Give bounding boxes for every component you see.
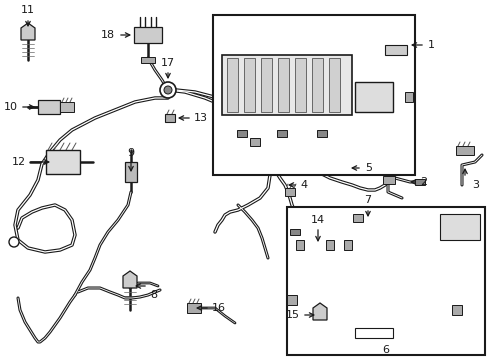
Circle shape <box>160 82 176 98</box>
Text: 4: 4 <box>300 180 307 190</box>
Bar <box>353 214 363 222</box>
Bar <box>385 45 407 55</box>
Polygon shape <box>123 271 137 288</box>
Text: 11: 11 <box>21 5 35 15</box>
Text: 1: 1 <box>428 40 435 50</box>
Bar <box>326 240 334 250</box>
Text: 17: 17 <box>161 58 175 68</box>
Text: 13: 13 <box>194 113 208 123</box>
Bar <box>277 130 287 137</box>
Bar <box>355 82 393 112</box>
Text: 18: 18 <box>101 30 115 40</box>
Text: 3: 3 <box>472 180 479 190</box>
Bar <box>261 58 272 112</box>
Text: 7: 7 <box>365 195 371 205</box>
Bar <box>250 138 260 146</box>
Bar <box>456 146 474 155</box>
Text: 9: 9 <box>127 148 135 158</box>
Bar <box>452 305 462 315</box>
Text: 5: 5 <box>365 163 372 173</box>
Text: 8: 8 <box>150 290 157 300</box>
Bar <box>222 55 352 115</box>
Text: 15: 15 <box>286 310 300 320</box>
Bar <box>244 58 255 112</box>
Bar <box>295 58 306 112</box>
Bar <box>165 114 175 122</box>
Bar <box>312 58 323 112</box>
Text: 6: 6 <box>383 345 390 355</box>
Bar <box>290 229 300 235</box>
Bar <box>285 188 295 196</box>
Bar <box>355 328 393 338</box>
Bar <box>237 130 247 137</box>
Bar <box>329 58 340 112</box>
Polygon shape <box>21 23 35 40</box>
Text: 12: 12 <box>12 157 26 167</box>
Bar <box>134 27 162 43</box>
Bar <box>227 58 238 112</box>
Bar <box>317 130 327 137</box>
Bar <box>383 176 395 184</box>
Circle shape <box>9 237 19 247</box>
Bar <box>287 295 297 305</box>
Bar <box>344 240 352 250</box>
Bar <box>46 150 80 174</box>
Bar <box>187 303 201 313</box>
Bar <box>213 15 415 175</box>
Polygon shape <box>313 303 327 320</box>
Bar <box>141 57 155 63</box>
Text: 14: 14 <box>311 215 325 225</box>
Bar <box>415 179 425 185</box>
Bar <box>440 214 480 240</box>
Text: 10: 10 <box>4 102 18 112</box>
Text: 16: 16 <box>212 303 226 313</box>
Bar <box>125 162 137 182</box>
Text: 2: 2 <box>420 177 427 187</box>
Circle shape <box>164 86 172 94</box>
Bar <box>278 58 289 112</box>
Bar <box>287 207 485 355</box>
Bar <box>405 92 413 102</box>
Bar <box>296 240 304 250</box>
Bar <box>38 100 60 114</box>
Bar <box>60 102 74 112</box>
